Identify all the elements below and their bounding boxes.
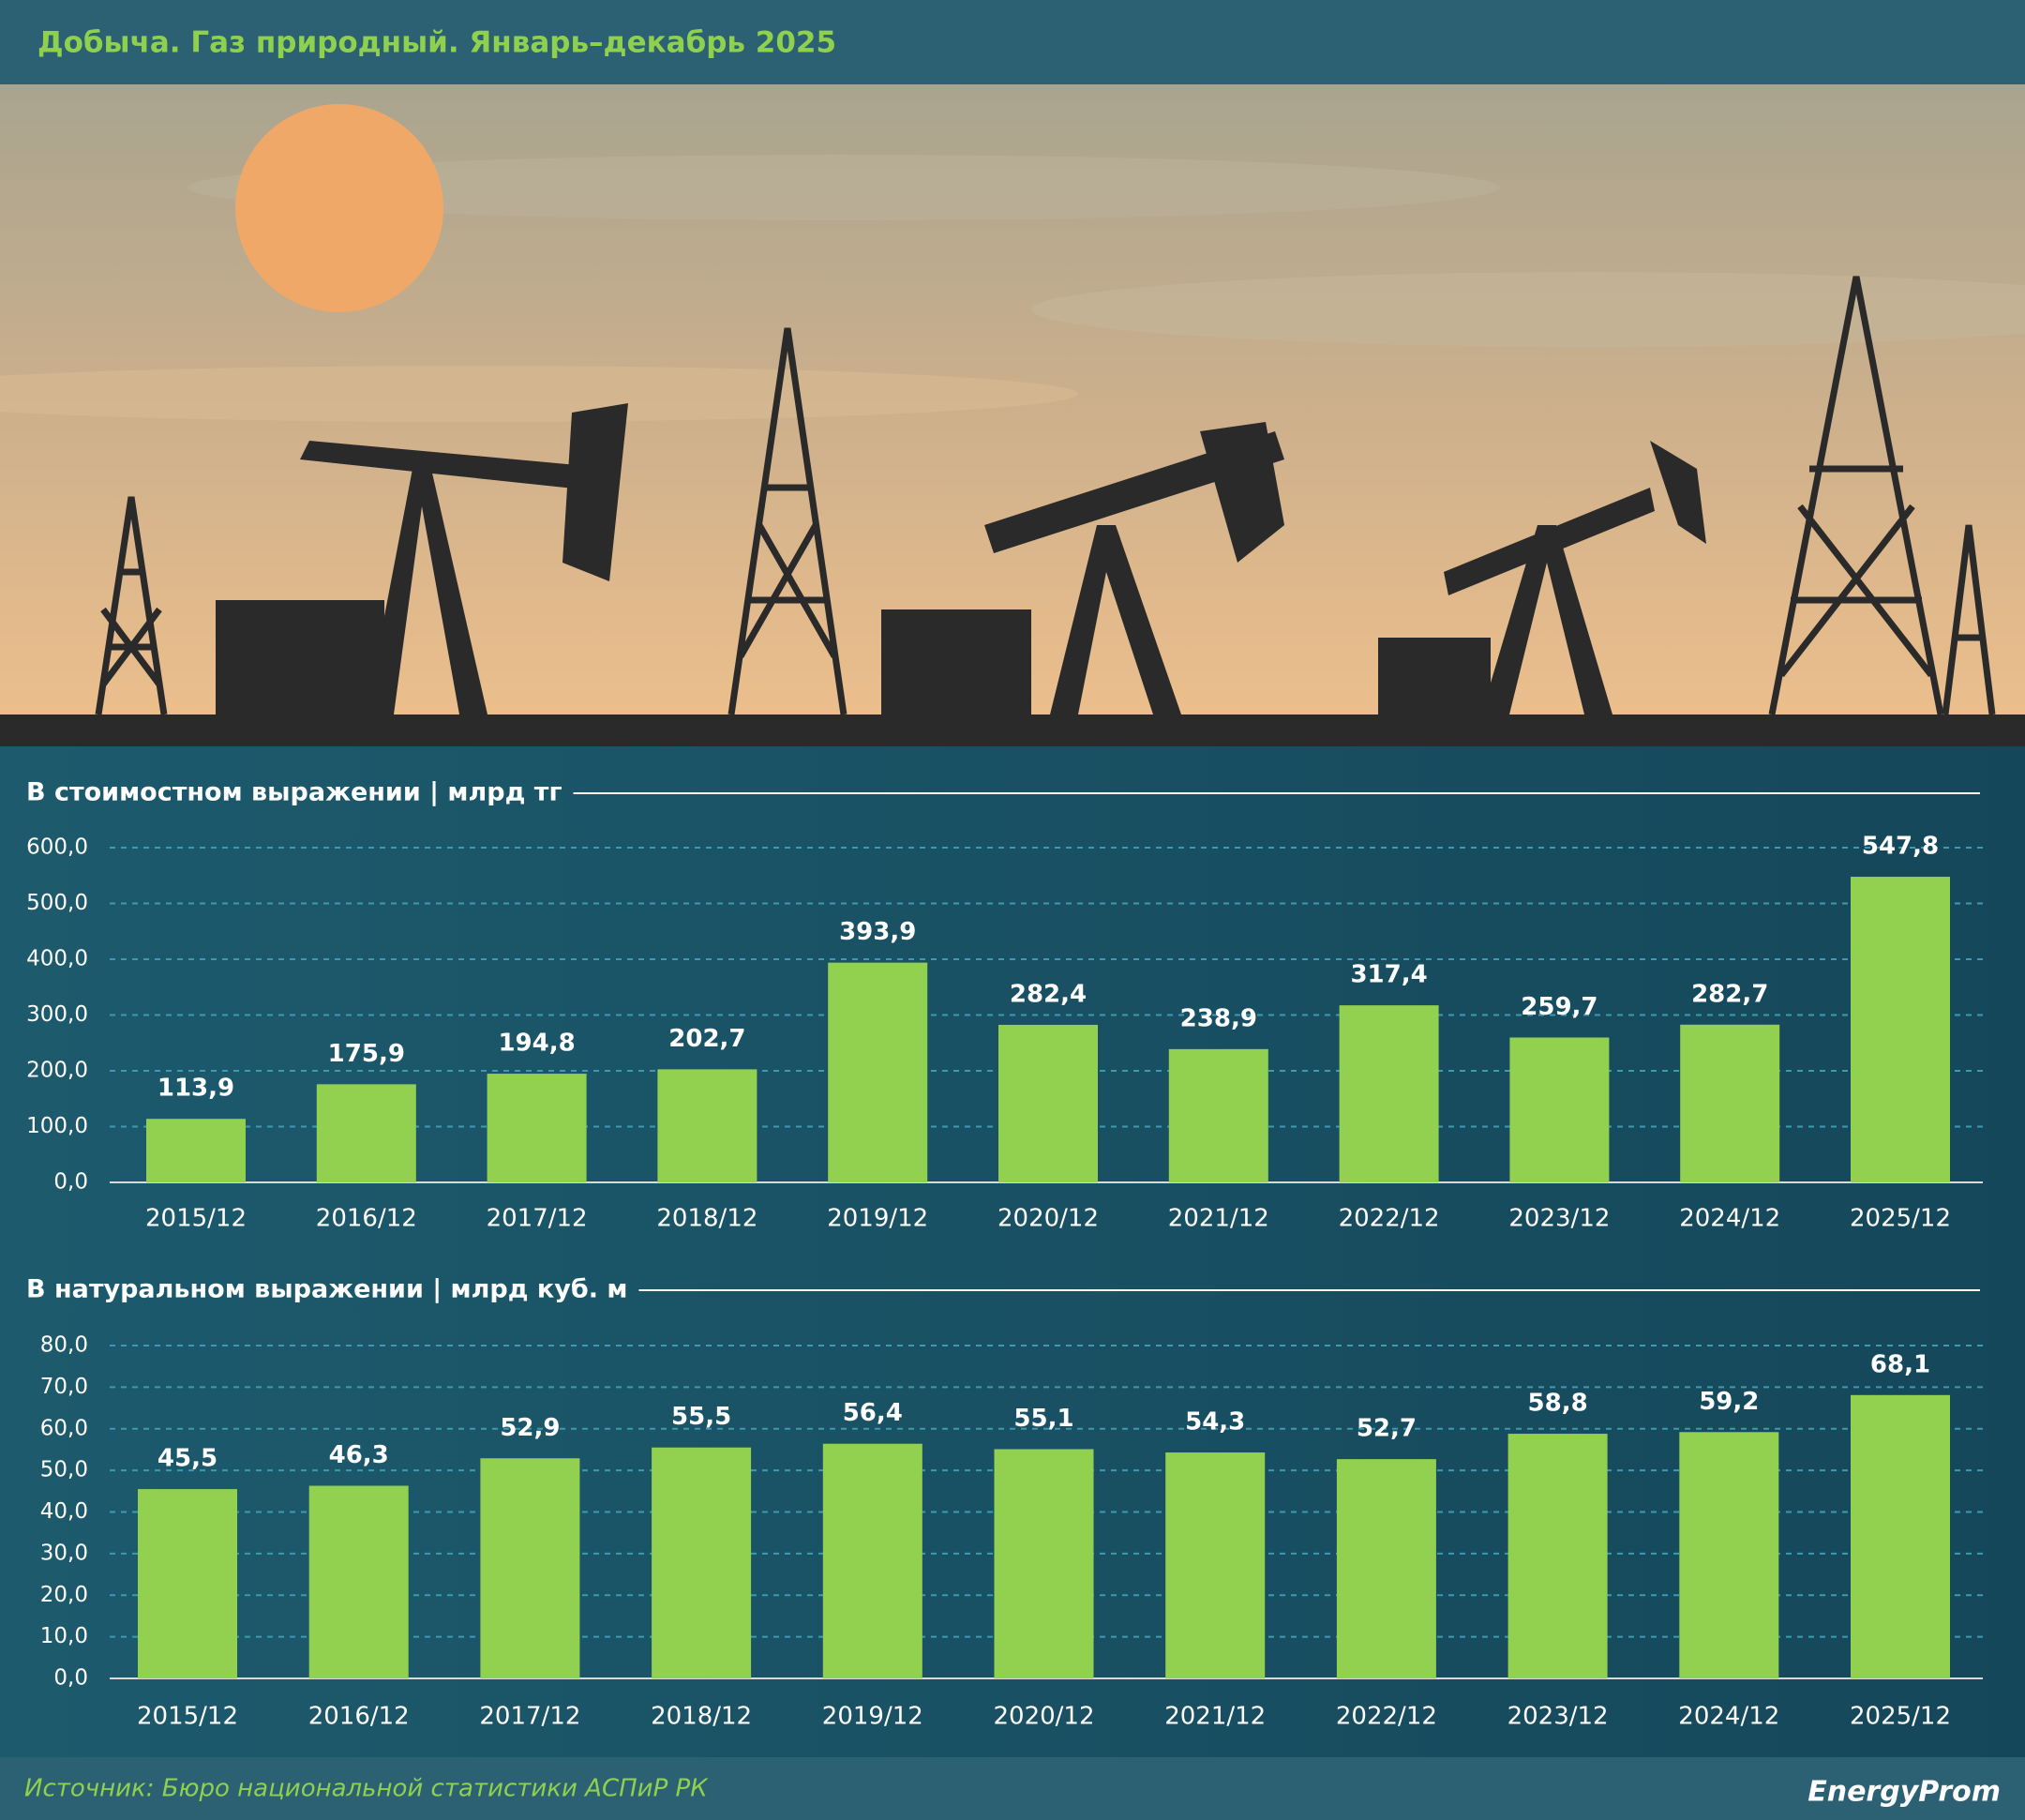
page-title: Добыча. Газ природный. Январь–декабрь 20…	[38, 26, 836, 60]
bar	[652, 1447, 752, 1678]
value-label: 113,9	[158, 1075, 234, 1103]
x-tick-label: 2022/12	[1336, 1703, 1437, 1731]
bar	[657, 1069, 758, 1182]
bar	[1679, 1432, 1779, 1678]
logo: EnergyProm	[1808, 1776, 2001, 1809]
x-tick-label: 2016/12	[308, 1703, 410, 1731]
x-tick-label: 2021/12	[1168, 1205, 1269, 1233]
y-tick-label: 200,0	[26, 1059, 88, 1083]
value-label: 52,9	[500, 1414, 560, 1442]
y-tick-label: 30,0	[40, 1541, 88, 1565]
bar	[1851, 877, 1950, 1182]
source: Источник: Бюро национальной статистики А…	[24, 1775, 709, 1803]
x-tick-label: 2019/12	[822, 1703, 923, 1731]
value-label: 56,4	[843, 1399, 903, 1427]
bar	[994, 1449, 1094, 1678]
bar	[1851, 1394, 1950, 1678]
bar	[138, 1489, 237, 1678]
y-tick-label: 400,0	[26, 947, 88, 971]
x-tick-label: 2017/12	[487, 1205, 588, 1233]
section-title: В натуральном выражении | млрд куб. м	[26, 1275, 627, 1304]
bar	[1168, 1048, 1268, 1182]
x-tick-label: 2020/12	[998, 1205, 1099, 1233]
value-label: 194,8	[498, 1030, 575, 1058]
y-tick-label: 20,0	[40, 1583, 88, 1607]
footer-band	[0, 1757, 2025, 1820]
value-label: 282,7	[1691, 980, 1768, 1008]
x-tick-label: 2023/12	[1508, 1205, 1610, 1233]
section-title: В стоимостном выражении | млрд тг	[26, 778, 562, 807]
y-tick-label: 0,0	[53, 1666, 88, 1691]
header-band	[0, 0, 2025, 84]
y-tick-label: 300,0	[26, 1002, 88, 1027]
y-tick-label: 600,0	[26, 835, 88, 860]
value-label: 55,1	[1013, 1405, 1073, 1433]
x-tick-label: 2015/12	[145, 1205, 247, 1233]
value-label: 259,7	[1521, 993, 1598, 1021]
charts: В стоимостном выражении | млрд тг 0,0 100,…	[26, 778, 1983, 1731]
x-tick-label: 2019/12	[827, 1205, 928, 1233]
value-label: 55,5	[671, 1403, 731, 1431]
value-label: 54,3	[1185, 1408, 1245, 1436]
value-label: 58,8	[1528, 1390, 1588, 1418]
x-tick-label: 2016/12	[316, 1205, 417, 1233]
bar	[1508, 1434, 1608, 1678]
value-label: 59,2	[1699, 1388, 1759, 1416]
value-label: 175,9	[328, 1040, 405, 1068]
value-label: 46,3	[329, 1441, 389, 1469]
bar	[146, 1119, 246, 1182]
illustration	[0, 84, 2025, 746]
y-tick-label: 0,0	[53, 1170, 88, 1195]
bar	[1339, 1005, 1439, 1182]
bar	[1336, 1459, 1436, 1678]
bar	[316, 1084, 416, 1182]
bar	[1680, 1024, 1780, 1182]
x-tick-label: 2021/12	[1164, 1703, 1266, 1731]
x-tick-label: 2024/12	[1678, 1703, 1779, 1731]
value-label: 202,7	[668, 1025, 745, 1053]
y-tick-label: 50,0	[40, 1458, 88, 1482]
x-tick-label: 2017/12	[479, 1703, 580, 1731]
y-tick-label: 40,0	[40, 1499, 88, 1524]
value-label: 68,1	[1870, 1350, 1930, 1378]
y-tick-label: 70,0	[40, 1375, 88, 1399]
y-tick-label: 80,0	[40, 1333, 88, 1358]
x-tick-label: 2025/12	[1850, 1205, 1951, 1233]
y-tick-label: 10,0	[40, 1624, 88, 1648]
bar	[308, 1485, 409, 1678]
y-tick-label: 60,0	[40, 1416, 88, 1440]
bar	[822, 1443, 922, 1678]
bar	[1165, 1452, 1266, 1678]
x-tick-label: 2018/12	[656, 1205, 758, 1233]
x-tick-label: 2018/12	[651, 1703, 752, 1731]
x-tick-label: 2025/12	[1850, 1703, 1951, 1731]
y-tick-label: 500,0	[26, 891, 88, 915]
bar	[1509, 1037, 1610, 1182]
x-tick-label: 2020/12	[993, 1703, 1094, 1731]
value-label: 52,7	[1357, 1415, 1417, 1443]
bar	[998, 1024, 1098, 1182]
value-label: 547,8	[1862, 833, 1939, 861]
bar	[487, 1074, 587, 1182]
value-label: 45,5	[158, 1445, 218, 1473]
value-label: 282,4	[1010, 980, 1087, 1008]
x-tick-label: 2015/12	[137, 1703, 238, 1731]
value-label: 317,4	[1350, 961, 1427, 989]
bar	[828, 962, 928, 1182]
x-tick-label: 2023/12	[1508, 1703, 1609, 1731]
bar	[480, 1458, 580, 1678]
value-label: 393,9	[839, 918, 916, 946]
x-tick-label: 2022/12	[1339, 1205, 1440, 1233]
x-tick-label: 2024/12	[1679, 1205, 1780, 1233]
y-tick-label: 100,0	[26, 1114, 88, 1138]
value-label: 238,9	[1180, 1004, 1257, 1032]
